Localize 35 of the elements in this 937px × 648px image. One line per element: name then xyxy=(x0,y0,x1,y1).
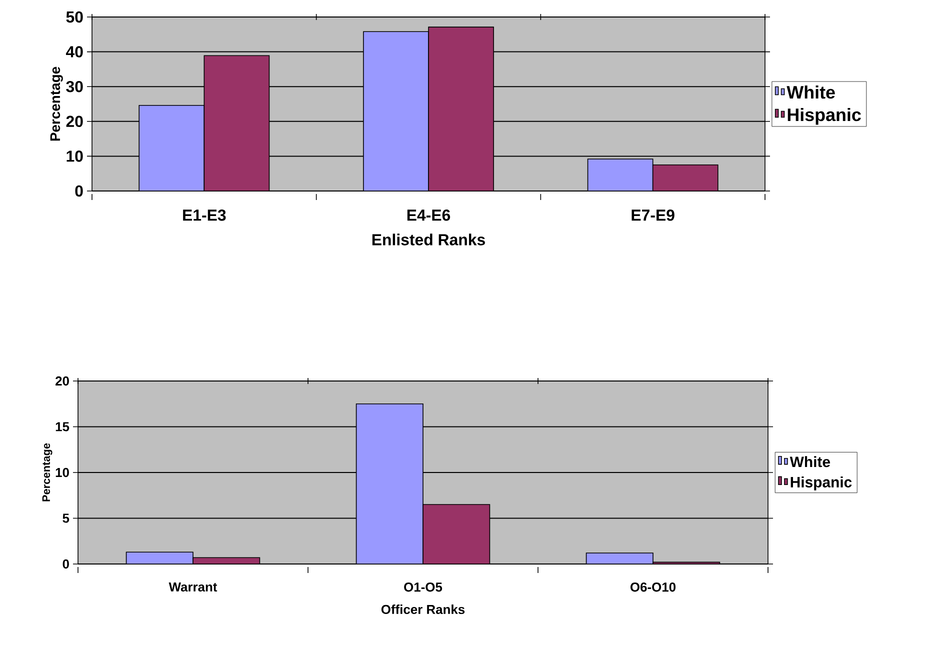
legend-label: White xyxy=(790,456,830,468)
y-tick-label: 15 xyxy=(56,422,70,432)
y-tick-label: 10 xyxy=(66,150,83,162)
y-tick-label: 50 xyxy=(66,11,83,23)
bar xyxy=(428,26,494,191)
x-tick-label: E4-E6 xyxy=(407,210,450,221)
y-axis-title: Percentage xyxy=(50,66,63,141)
bar xyxy=(363,31,429,191)
x-tick-label: O1-O5 xyxy=(404,582,442,592)
x-tick-label: O6-O10 xyxy=(630,582,676,592)
x-tick-label: E7-E9 xyxy=(632,210,674,221)
bar xyxy=(587,158,654,191)
y-tick-label: 40 xyxy=(66,46,83,58)
legend-label: White xyxy=(786,86,835,99)
y-tick-label: 5 xyxy=(62,514,70,523)
x-tick-label: Warrant xyxy=(168,582,218,592)
bar xyxy=(652,164,718,191)
y-tick-label: 0 xyxy=(75,185,83,197)
bar xyxy=(586,552,654,564)
x-axis-title: Officer Ranks xyxy=(381,604,465,614)
y-tick-label: 0 xyxy=(62,559,69,569)
y-tick-label: 30 xyxy=(66,80,83,92)
x-tick-label: E1-E3 xyxy=(183,210,226,221)
bar xyxy=(422,504,490,564)
legend-label: Hispanic xyxy=(788,108,861,125)
bar xyxy=(204,55,270,191)
y-tick-label: 20 xyxy=(66,116,83,128)
y-axis-title: Percentage xyxy=(42,443,52,502)
bar xyxy=(138,104,205,191)
bar xyxy=(126,552,193,564)
y-tick-label: 20 xyxy=(56,376,69,386)
x-axis-title: Enlisted Ranks xyxy=(372,234,485,246)
legend-label: Hispanic xyxy=(790,476,852,490)
bar xyxy=(356,403,424,564)
y-tick-label: 10 xyxy=(56,468,69,478)
